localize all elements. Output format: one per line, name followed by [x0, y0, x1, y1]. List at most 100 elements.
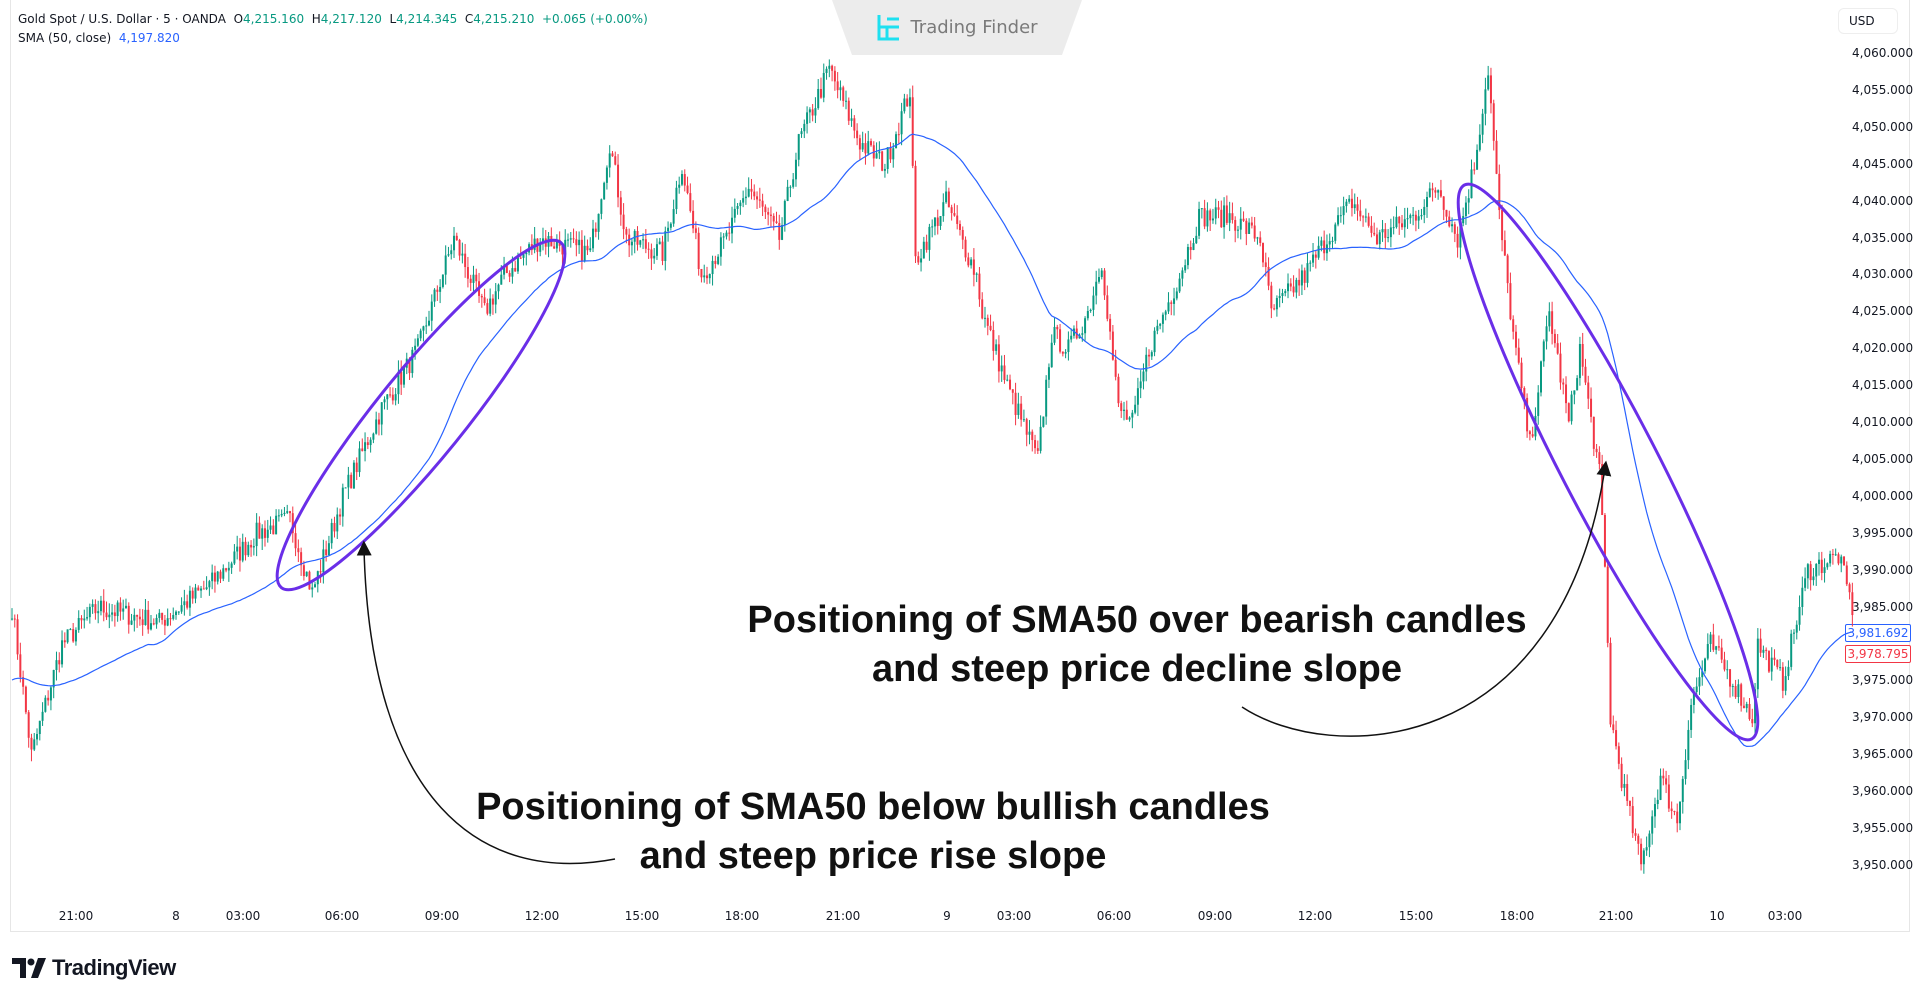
candle-body	[1003, 365, 1006, 380]
candle-body	[47, 697, 50, 701]
candle-body	[1426, 196, 1429, 207]
candles	[11, 59, 1854, 874]
candle-body	[889, 147, 892, 160]
chart-pane[interactable]	[10, 0, 1910, 932]
candle-body	[263, 528, 266, 538]
candle-body	[19, 654, 22, 678]
indicator-title[interactable]: SMA (50, close)	[18, 31, 112, 45]
tradingview-logo[interactable]: TradingView	[12, 955, 176, 981]
candle-body	[1512, 319, 1515, 332]
candle-body	[1262, 242, 1264, 263]
candle-body	[147, 609, 150, 630]
candle-body	[516, 257, 519, 272]
candle-body	[942, 202, 945, 217]
candle-body	[1198, 208, 1201, 236]
candle-body	[1270, 285, 1273, 309]
candle-body	[11, 618, 13, 620]
candle-body	[133, 614, 136, 621]
candle-body	[63, 640, 66, 643]
candle-body	[1801, 587, 1804, 607]
candle-body	[230, 563, 233, 568]
candle-body	[1790, 633, 1793, 667]
candle-body	[177, 611, 180, 613]
candle-body	[466, 267, 469, 279]
candle-body	[1640, 843, 1643, 865]
candle-body	[1542, 341, 1545, 362]
candle-body	[325, 549, 328, 555]
candle-body	[753, 191, 756, 197]
candle-body	[1779, 667, 1782, 669]
candle-body	[931, 226, 934, 228]
candle-body	[1851, 592, 1854, 616]
candle-body	[1476, 149, 1479, 170]
candle-body	[219, 571, 222, 579]
candle-body	[1795, 624, 1798, 633]
candle-body	[44, 697, 47, 712]
candle-body	[61, 640, 64, 665]
candle-body	[197, 587, 200, 591]
candle-body	[575, 239, 578, 246]
candle-body	[383, 399, 386, 403]
candle-body	[947, 191, 950, 208]
candle-body	[113, 612, 116, 617]
candle-body	[172, 615, 175, 619]
candle-body	[1667, 784, 1670, 809]
candle-body	[1776, 659, 1779, 668]
candle-body	[244, 541, 247, 556]
candle-body	[188, 590, 191, 608]
candle-body	[369, 439, 372, 446]
candle-body	[1314, 254, 1317, 258]
candle-body	[111, 612, 114, 615]
candle-body	[377, 419, 380, 425]
candle-body	[1228, 213, 1231, 223]
price-tick: 3,990.000	[1852, 562, 1914, 577]
candle-body	[1028, 431, 1031, 435]
time-tick: 15:00	[1398, 909, 1434, 923]
price-tick: 4,045.000	[1852, 156, 1914, 171]
candle-body	[672, 209, 675, 224]
candle-body	[603, 182, 606, 200]
candle-body	[1792, 632, 1795, 634]
candle-body	[1253, 225, 1256, 239]
candle-body	[858, 138, 861, 150]
candle-body	[1540, 361, 1542, 393]
symbol-title[interactable]: Gold Spot / U.S. Dollar · 5 · OANDA	[18, 12, 226, 26]
candle-body	[1556, 343, 1559, 354]
candle-body	[1609, 642, 1612, 725]
candle-body	[13, 618, 16, 620]
candle-body	[283, 512, 286, 514]
candle-body	[1392, 227, 1395, 229]
candle-body	[1706, 644, 1709, 659]
candle-body	[933, 217, 936, 227]
candle-body	[611, 153, 614, 157]
candle-body	[1829, 553, 1832, 564]
candle-body	[1595, 448, 1598, 453]
candle-body	[1731, 686, 1734, 688]
candle-body	[1378, 232, 1381, 245]
candle-body	[1715, 646, 1718, 650]
price-tick: 4,055.000	[1852, 82, 1914, 97]
candle-body	[811, 109, 814, 116]
candle-body	[625, 229, 628, 235]
candle-body	[1684, 760, 1687, 779]
candle-body	[1337, 215, 1340, 225]
candle-body	[908, 97, 911, 107]
candle-body	[1403, 219, 1406, 228]
candle-body	[163, 619, 166, 626]
candle-body	[1820, 559, 1823, 574]
candle-body	[1673, 811, 1676, 813]
candle-body	[1139, 381, 1142, 389]
candle-body	[1445, 209, 1448, 217]
currency-button[interactable]: USD	[1838, 8, 1898, 34]
candle-body	[1264, 262, 1267, 267]
candle-body	[1250, 222, 1253, 226]
candle-body	[77, 618, 80, 630]
candle-body	[655, 244, 658, 256]
candle-body	[945, 191, 948, 203]
candle-body	[1798, 606, 1801, 625]
candle-body	[208, 581, 211, 588]
candle-body	[1448, 216, 1451, 227]
candle-body	[1843, 556, 1846, 566]
candle-body	[706, 275, 708, 279]
